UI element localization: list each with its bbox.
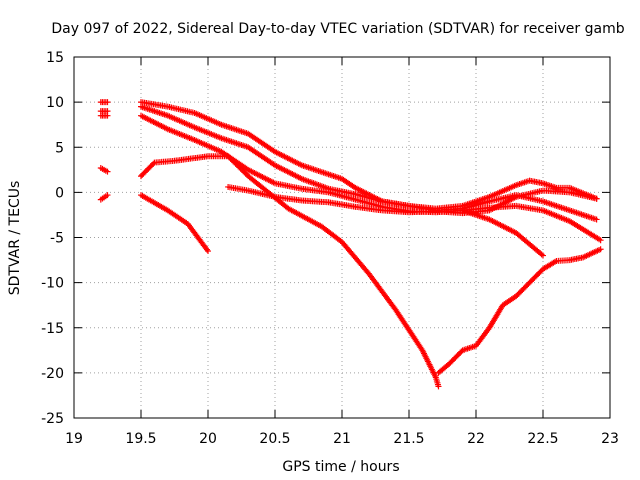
data-point	[593, 195, 600, 202]
x-tick-label: 20	[199, 431, 217, 447]
x-tick-label: 22.5	[527, 431, 558, 447]
data-point	[597, 246, 604, 253]
data-point	[540, 252, 546, 259]
chart-title: Day 097 of 2022, Sidereal Day-to-day VTE…	[51, 21, 624, 37]
y-axis-label: SDTVAR / TECUs	[7, 181, 23, 296]
x-axis-label: GPS time / hours	[282, 459, 399, 475]
data-point	[597, 237, 604, 244]
x-tick-label: 20.5	[259, 431, 290, 447]
series-s1	[97, 99, 111, 106]
data-point	[104, 192, 111, 199]
x-tick-label: 23	[601, 431, 619, 447]
y-tick-label: -20	[41, 366, 64, 382]
y-tick-label: -15	[41, 321, 64, 337]
y-tick-label: 5	[55, 140, 64, 156]
series-s3	[97, 112, 111, 119]
series-s12	[435, 246, 604, 376]
x-tick-label: 19	[65, 431, 83, 447]
series-s4	[97, 165, 111, 175]
series-s7	[138, 153, 442, 390]
x-tick-label: 22	[467, 431, 485, 447]
y-tick-label: 10	[46, 95, 64, 111]
y-tick-label: 15	[46, 50, 64, 66]
data-point	[435, 383, 442, 390]
data-point	[593, 216, 600, 223]
series-s13	[459, 202, 604, 244]
series-s10	[138, 99, 600, 212]
series-s9	[138, 103, 600, 223]
y-tick-label: -10	[41, 276, 64, 292]
x-tick-label: 21.5	[393, 431, 424, 447]
data-point	[150, 160, 157, 167]
data-series	[97, 99, 604, 390]
series-s6	[138, 192, 211, 255]
y-tick-label: -25	[41, 411, 64, 427]
x-tick-label: 21	[333, 431, 351, 447]
x-tick-label: 19.5	[125, 431, 156, 447]
y-axis: 15 10 5 0 -5 -10 -15 -20 -25	[41, 50, 610, 427]
data-point	[104, 168, 111, 175]
data-point	[104, 99, 111, 106]
y-tick-label: -5	[50, 231, 64, 247]
data-point	[104, 112, 111, 119]
data-point	[205, 248, 211, 255]
y-tick-label: 0	[55, 185, 64, 201]
series-s5	[97, 192, 111, 203]
x-axis: 19 19.5 20 20.5 21 21.5 22 22.5 23	[65, 57, 619, 447]
